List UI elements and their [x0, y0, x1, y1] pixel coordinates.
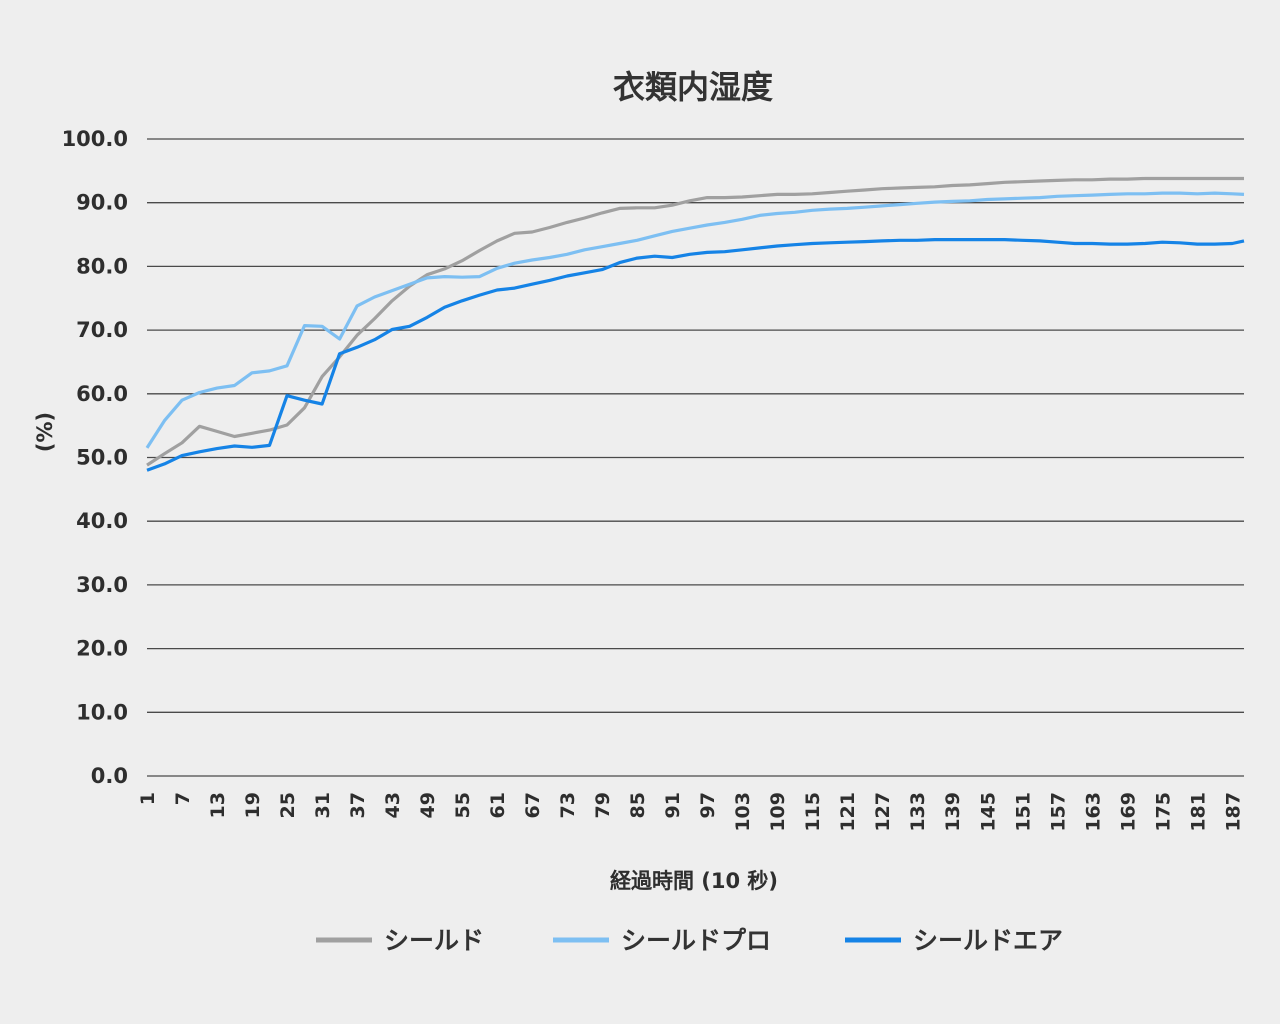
legend-label: シールドエア [913, 926, 1063, 955]
x-tick-label: 37 [347, 792, 369, 818]
x-tick-label: 181 [1187, 792, 1209, 832]
x-tick-label: 85 [627, 792, 649, 818]
x-tick-label: 115 [802, 792, 824, 832]
y-axis-ticks: 0.0 10.0 20.0 30.0 40.0 50.0 60.0 70.0 80.0 90.0 1… [62, 127, 128, 788]
x-tick-label: 55 [452, 792, 474, 818]
x-tick-label: 139 [942, 792, 964, 832]
y-tick-label: 50.0 [76, 446, 128, 470]
x-tick-label: 79 [592, 792, 614, 818]
x-tick-label: 73 [557, 792, 579, 818]
x-tick-label: 109 [767, 792, 789, 832]
x-tick-label: 187 [1222, 792, 1244, 832]
y-tick-label: 100.0 [62, 127, 128, 151]
y-tick-label: 20.0 [76, 637, 128, 661]
series-line [145, 191, 1245, 449]
x-axis-ticks: 1 7 13 19 25 31 37 43 49 55 61 67 73 79 85 91 97 103 109 11… [137, 792, 1244, 832]
y-tick-label: 70.0 [76, 318, 128, 342]
y-tick-label: 90.0 [76, 191, 128, 215]
x-tick-label: 163 [1082, 792, 1104, 832]
chart-title: 衣類内湿度 [613, 68, 773, 106]
x-tick-label: 157 [1047, 792, 1069, 832]
x-tick-label: 31 [312, 792, 334, 818]
x-tick-label: 145 [977, 792, 999, 832]
series-line [146, 176, 1244, 467]
y-axis-label: (%) [33, 412, 57, 452]
gridlines [147, 138, 1244, 777]
y-tick-label: 80.0 [76, 254, 128, 278]
x-tick-label: 169 [1117, 792, 1139, 832]
x-tick-label: 91 [662, 792, 684, 818]
y-tick-label: 40.0 [76, 509, 128, 533]
x-tick-label: 19 [242, 792, 264, 818]
legend-label: シールド [384, 926, 484, 955]
x-tick-label: 151 [1012, 792, 1034, 832]
x-tick-label: 103 [732, 792, 754, 832]
x-tick-label: 49 [417, 792, 439, 818]
x-tick-label: 1 [137, 792, 159, 805]
legend: シールド シールドプロ シールドエア [316, 926, 1063, 955]
legend-label: シールドプロ [621, 926, 771, 955]
x-tick-label: 121 [837, 792, 859, 832]
x-tick-label: 127 [872, 792, 894, 832]
y-tick-label: 60.0 [76, 382, 128, 406]
x-tick-label: 7 [172, 792, 194, 805]
x-tick-label: 97 [697, 792, 719, 818]
y-tick-label: 10.0 [76, 700, 128, 724]
x-tick-label: 133 [907, 792, 929, 832]
x-axis-label: 経過時間 (10 秒) [610, 869, 778, 893]
y-tick-label: 30.0 [76, 573, 128, 597]
series-lines [145, 176, 1245, 472]
x-tick-label: 13 [207, 792, 229, 818]
series-line [146, 238, 1245, 472]
x-tick-label: 61 [487, 792, 509, 818]
x-tick-label: 25 [277, 792, 299, 818]
y-tick-label: 0.0 [91, 764, 128, 788]
x-tick-label: 175 [1152, 792, 1174, 832]
x-tick-label: 67 [522, 792, 544, 818]
x-tick-label: 43 [382, 792, 404, 818]
